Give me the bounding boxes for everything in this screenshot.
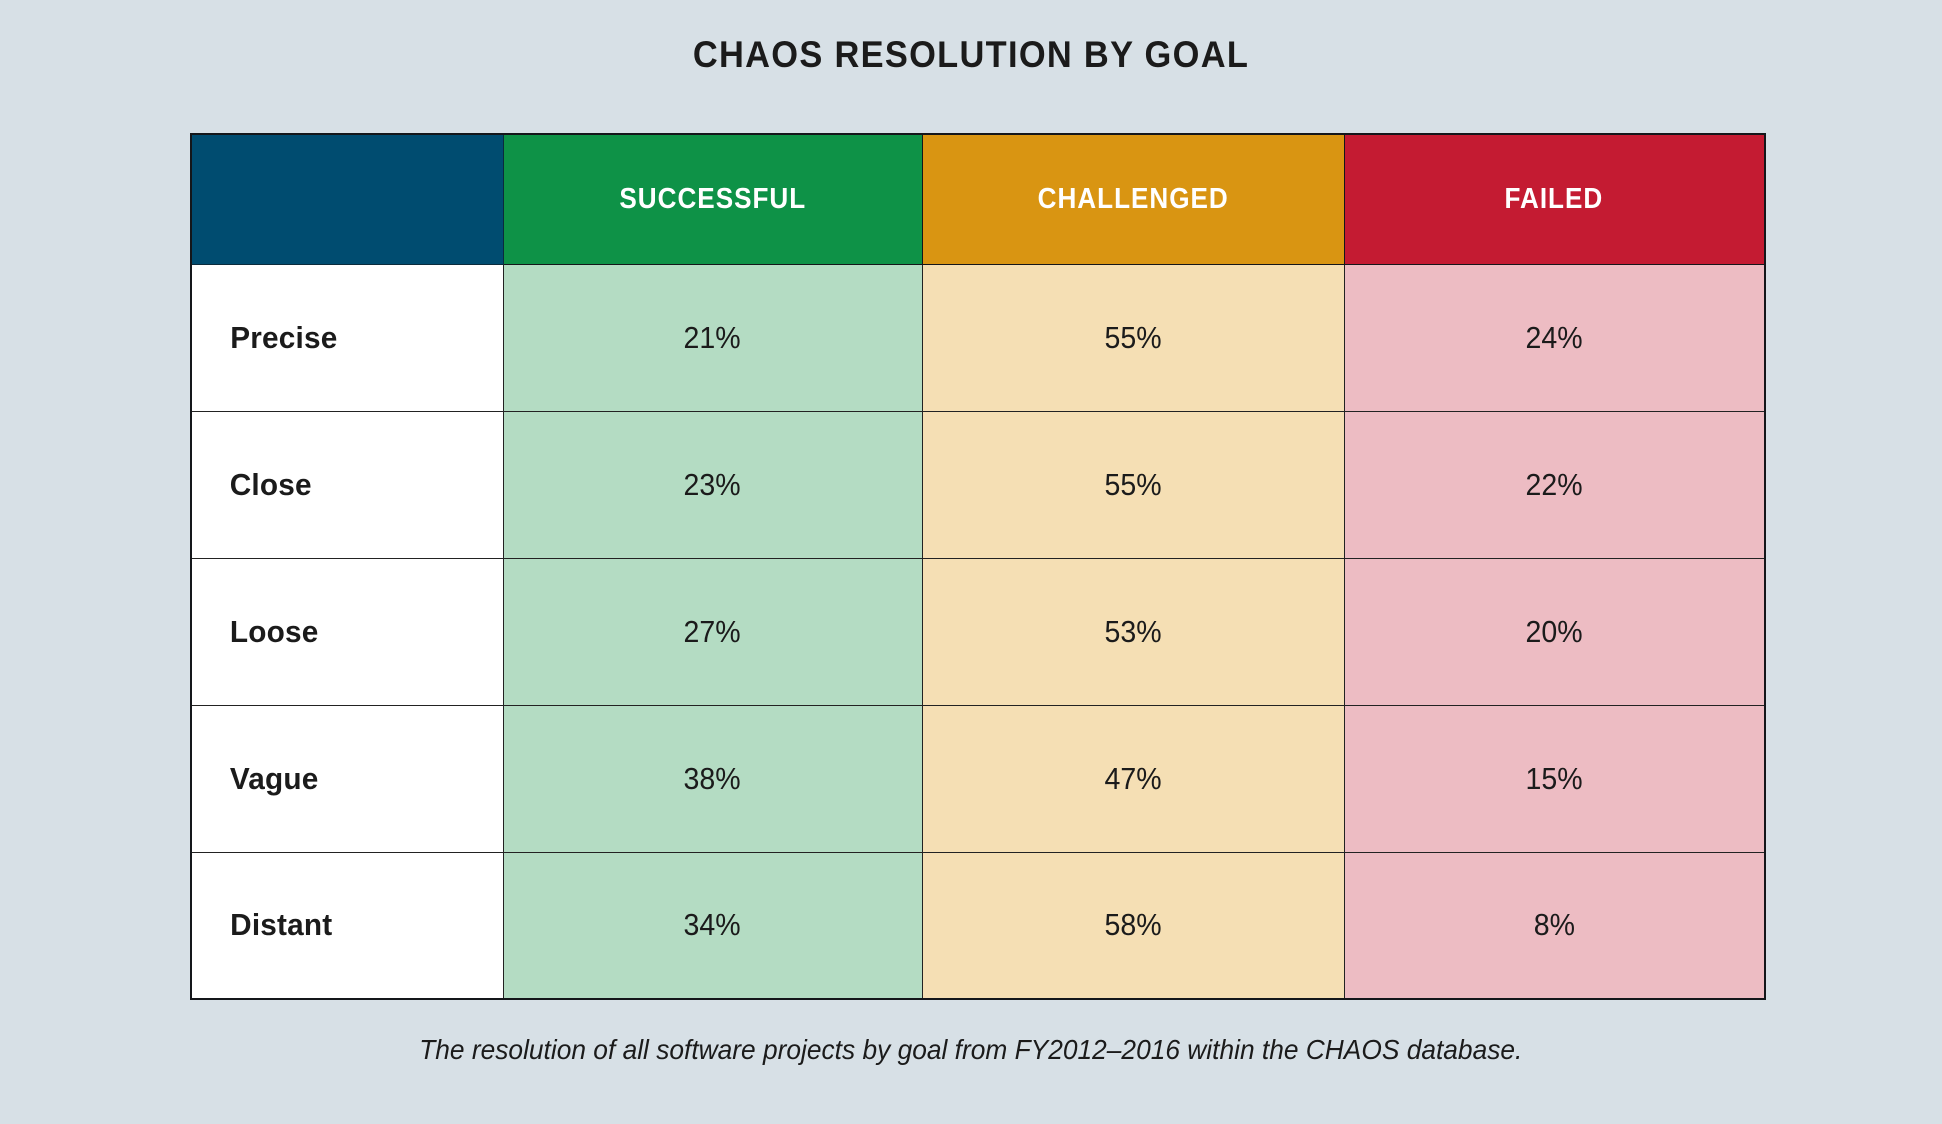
cell-loose-successful: 27% [502,557,923,706]
cell-close-challenged: 55% [921,410,1345,559]
table-body: Precise 21% 55% 24% Close [190,263,1766,1000]
column-header-challenged: CHALLENGED [921,133,1345,265]
cell-precise-failed: 24% [1343,263,1766,412]
cell-close-successful: 23% [502,410,923,559]
cell-precise-challenged: 55% [921,263,1345,412]
cell-loose-failed: 20% [1343,557,1766,706]
header-row: SUCCESSFUL CHALLENGED FAILED [190,133,1766,265]
cell-vague-successful: 38% [502,704,923,853]
chaos-resolution-table: SUCCESSFUL CHALLENGED FAILED Precise [190,133,1766,1000]
table-header: SUCCESSFUL CHALLENGED FAILED [190,133,1766,265]
cell-value: 8% [1533,907,1575,943]
cell-value: 47% [1104,760,1162,796]
cell-value: 23% [683,466,742,502]
row-label-text: Precise [230,319,338,355]
table-row: Loose 27% 53% 20% [190,557,1766,706]
cell-value: 58% [1104,907,1162,943]
row-label-vague: Vague [190,704,504,853]
column-header-failed-label: FAILED [1504,182,1604,215]
cell-value: 55% [1104,466,1162,502]
row-label-distant: Distant [190,851,504,1000]
cell-loose-challenged: 53% [921,557,1345,706]
table-corner-cell [190,133,504,265]
table-caption-text: The resolution of all software projects … [419,1034,1523,1065]
cell-distant-failed: 8% [1343,851,1766,1000]
row-label-loose: Loose [190,557,504,706]
table-row: Distant 34% 58% 8% [190,851,1766,1000]
cell-distant-challenged: 58% [921,851,1345,1000]
cell-value: 34% [683,907,742,943]
column-header-successful-label: SUCCESSFUL [619,182,806,215]
cell-value: 38% [683,760,742,796]
row-label-text: Distant [230,907,333,943]
column-header-failed: FAILED [1343,133,1766,265]
cell-value: 22% [1525,466,1583,502]
column-header-successful: SUCCESSFUL [502,133,923,265]
table-row: Vague 38% 47% 15% [190,704,1766,853]
cell-vague-challenged: 47% [921,704,1345,853]
cell-value: 15% [1525,760,1583,796]
cell-value: 27% [683,613,742,649]
table-row: Close 23% 55% 22% [190,410,1766,559]
row-label-text: Vague [229,760,319,796]
cell-vague-failed: 15% [1343,704,1766,853]
column-header-challenged-label: CHALLENGED [1037,182,1229,215]
cell-distant-successful: 34% [502,851,923,1000]
page-title: CHAOS RESOLUTION BY GOAL [692,34,1250,75]
row-label-text: Close [229,466,312,502]
row-label-precise: Precise [190,263,504,412]
table-row: Precise 21% 55% 24% [190,263,1766,412]
cell-close-failed: 22% [1343,410,1766,559]
cell-value: 53% [1104,613,1162,649]
cell-value: 55% [1104,319,1162,355]
table-caption: The resolution of all software projects … [0,1034,1942,1066]
table-container: SUCCESSFUL CHALLENGED FAILED Precise [190,133,1766,1000]
cell-value: 20% [1525,613,1583,649]
row-label-close: Close [190,410,504,559]
cell-precise-successful: 21% [502,263,923,412]
cell-value: 24% [1525,319,1583,355]
row-label-text: Loose [229,613,319,649]
cell-value: 21% [683,319,742,355]
